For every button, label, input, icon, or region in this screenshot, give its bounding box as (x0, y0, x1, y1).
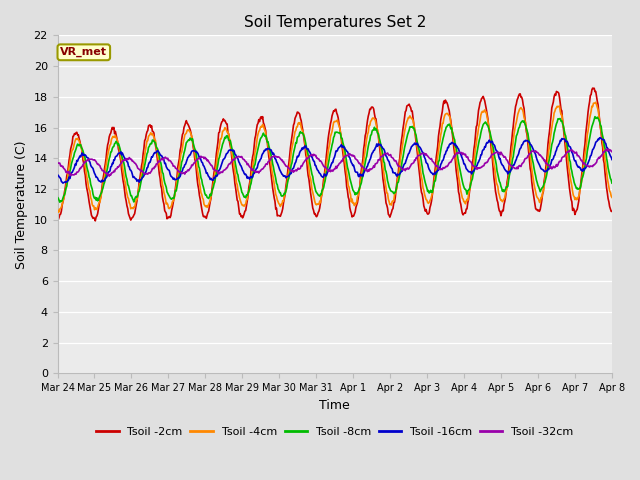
Tsoil -2cm (589, 85, 596, 91)
Tsoil -32cm (608, 149, 616, 155)
Tsoil -8cm (591, 114, 599, 120)
Legend: Tsoil -2cm, Tsoil -4cm, Tsoil -8cm, Tsoil -16cm, Tsoil -32cm: Tsoil -2cm, Tsoil -4cm, Tsoil -8cm, Tsoi… (92, 423, 577, 442)
Tsoil -16cm (403, 156, 411, 161)
Tsoil -4cm (592, 99, 600, 105)
Tsoil -4cm (122, 180, 129, 186)
Tsoil -32cm (603, 146, 611, 152)
Text: VR_met: VR_met (60, 47, 108, 58)
Tsoil -4cm (419, 185, 427, 191)
Tsoil -2cm (403, 103, 411, 109)
Tsoil -2cm (92, 218, 99, 224)
Tsoil -2cm (122, 194, 129, 200)
Tsoil -2cm (64, 170, 72, 176)
Tsoil -32cm (106, 173, 113, 179)
Tsoil -16cm (207, 176, 215, 181)
Y-axis label: Soil Temperature (C): Soil Temperature (C) (15, 140, 28, 269)
Line: Tsoil -4cm: Tsoil -4cm (58, 102, 612, 212)
Tsoil -4cm (178, 149, 186, 155)
Tsoil -8cm (419, 170, 427, 176)
Tsoil -4cm (54, 206, 61, 212)
Tsoil -2cm (54, 216, 61, 222)
Tsoil -8cm (56, 199, 64, 205)
Tsoil -8cm (65, 176, 72, 182)
Tsoil -8cm (122, 169, 129, 175)
Tsoil -8cm (608, 180, 616, 186)
Tsoil -16cm (419, 150, 427, 156)
Tsoil -16cm (59, 180, 67, 186)
Tsoil -8cm (54, 194, 61, 200)
Tsoil -32cm (178, 170, 186, 176)
Tsoil -16cm (608, 156, 616, 162)
Line: Tsoil -32cm: Tsoil -32cm (58, 149, 612, 176)
Tsoil -2cm (608, 209, 616, 215)
Tsoil -16cm (596, 135, 604, 141)
Tsoil -8cm (403, 134, 411, 140)
Tsoil -4cm (608, 194, 616, 200)
Tsoil -32cm (403, 166, 411, 172)
Tsoil -2cm (419, 196, 427, 202)
Tsoil -4cm (207, 194, 215, 200)
Tsoil -16cm (65, 178, 72, 183)
X-axis label: Time: Time (319, 398, 350, 411)
Tsoil -2cm (178, 137, 186, 143)
Tsoil -32cm (207, 162, 215, 168)
Tsoil -32cm (122, 157, 129, 163)
Tsoil -16cm (54, 172, 61, 178)
Tsoil -4cm (54, 209, 62, 215)
Line: Tsoil -2cm: Tsoil -2cm (58, 88, 612, 221)
Tsoil -32cm (419, 151, 427, 156)
Tsoil -4cm (65, 168, 72, 174)
Tsoil -8cm (178, 159, 186, 165)
Title: Soil Temperatures Set 2: Soil Temperatures Set 2 (244, 15, 426, 30)
Tsoil -16cm (122, 156, 129, 161)
Tsoil -16cm (178, 169, 186, 175)
Tsoil -2cm (207, 195, 215, 201)
Line: Tsoil -16cm: Tsoil -16cm (58, 138, 612, 183)
Tsoil -32cm (64, 169, 72, 175)
Line: Tsoil -8cm: Tsoil -8cm (58, 117, 612, 202)
Tsoil -8cm (207, 192, 215, 198)
Tsoil -4cm (403, 119, 411, 124)
Tsoil -32cm (54, 160, 61, 166)
